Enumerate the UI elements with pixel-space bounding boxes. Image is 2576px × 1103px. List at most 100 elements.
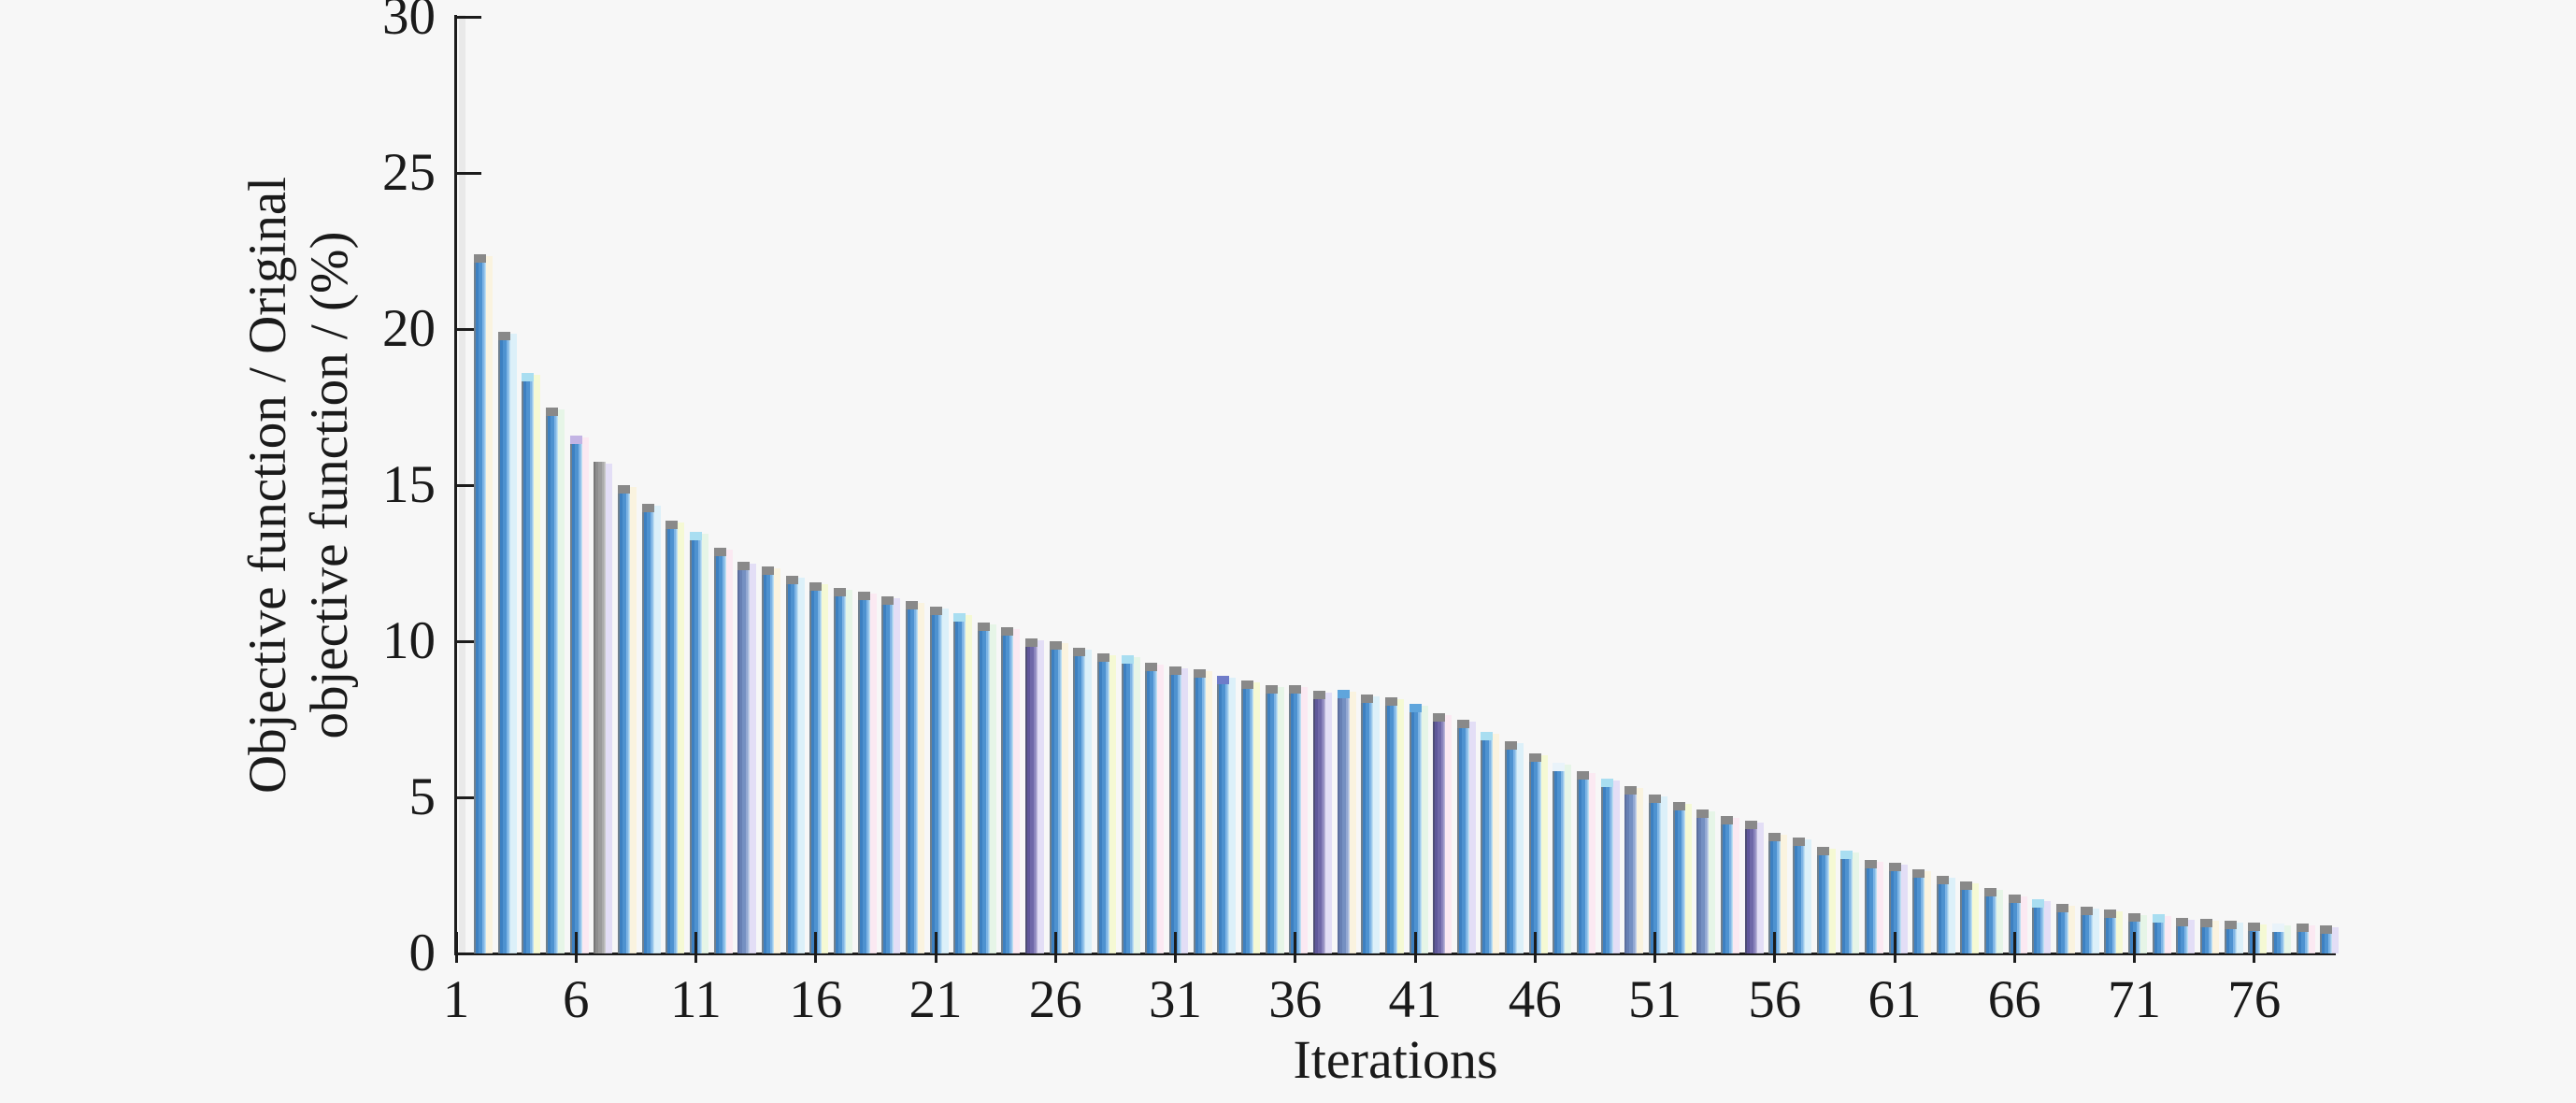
bar-halo	[1133, 657, 1140, 953]
bar	[1097, 653, 1110, 953]
bar-halo	[1709, 811, 1716, 953]
bar-cap	[905, 600, 918, 609]
bar-cap	[569, 435, 582, 444]
y-tick-label: 0	[408, 924, 436, 982]
bar	[1193, 669, 1206, 953]
bar-cap	[2128, 912, 2140, 922]
bar-halo	[534, 374, 541, 953]
x-tick	[2253, 932, 2256, 963]
bar-cap	[2056, 903, 2069, 912]
bar-halo	[2283, 925, 2291, 953]
bar-halo	[1468, 721, 1476, 953]
bar-cap	[2008, 894, 2021, 903]
bar-cap	[2296, 924, 2309, 933]
bar-halo	[1756, 823, 1764, 953]
bar	[1001, 626, 1014, 953]
x-tick	[1773, 932, 1777, 963]
bar	[1073, 647, 1086, 953]
bar	[1936, 875, 1949, 953]
bar	[2152, 914, 2165, 953]
bar-cap	[1121, 655, 1134, 665]
bar	[1337, 689, 1350, 953]
bar-halo	[1612, 780, 1620, 953]
bar-cap	[1888, 863, 1901, 872]
bar-halo	[1421, 705, 1428, 953]
bar-halo	[1948, 877, 1955, 953]
bar-cap	[1025, 637, 1038, 647]
bar	[1121, 655, 1134, 953]
bar	[2224, 920, 2237, 953]
bar-cap	[1600, 778, 1613, 787]
bar-halo	[1828, 849, 1836, 953]
bar	[953, 612, 966, 953]
x-tick-label: 71	[2108, 970, 2161, 1029]
bar-halo	[509, 334, 517, 953]
bar-halo	[2092, 908, 2099, 953]
bar-cap	[881, 595, 894, 605]
bar-cap	[2248, 922, 2261, 931]
x-tick	[574, 932, 578, 963]
bar-cap	[2104, 910, 2117, 919]
bar-halo	[989, 623, 996, 953]
bar-cap	[1984, 887, 1997, 896]
bar-cap	[1240, 680, 1253, 689]
bar-cap	[1049, 641, 1062, 650]
bar-cap	[857, 591, 870, 600]
x-tick	[1533, 932, 1537, 963]
bar	[1481, 731, 1494, 953]
bar	[497, 332, 510, 953]
x-tick-label: 26	[1028, 970, 1082, 1029]
bar-cap	[1361, 694, 1374, 703]
bar-halo	[1013, 628, 1021, 953]
bar	[881, 595, 894, 953]
bar-cap	[2032, 898, 2045, 908]
y-tick	[457, 15, 481, 19]
bar-halo	[845, 590, 852, 953]
bar-cap	[1073, 647, 1086, 656]
bar-halo	[1157, 665, 1165, 953]
bar	[1265, 684, 1278, 953]
bar	[1768, 833, 1782, 953]
bar	[929, 607, 942, 953]
bar	[618, 485, 631, 953]
bar-cap	[1744, 821, 1757, 830]
bar-halo	[1853, 852, 1860, 953]
x-tick-label: 46	[1508, 970, 1562, 1029]
bar-halo	[2020, 895, 2027, 953]
y-tick	[457, 639, 481, 643]
bar-cap	[1312, 691, 1325, 700]
bar-halo	[2332, 926, 2340, 953]
bar-halo	[1324, 693, 1332, 953]
y-tick-label: 15	[382, 455, 436, 514]
x-tick-label: 36	[1268, 970, 1323, 1029]
x-tick-label: 66	[1987, 970, 2041, 1029]
y-axis-title-line1: Objective function / Original	[238, 176, 297, 795]
bar	[1864, 859, 1877, 953]
bar-cap	[1768, 833, 1782, 842]
bar-halo	[1085, 649, 1093, 953]
bar-cap	[1217, 675, 1230, 684]
bar-halo	[1589, 772, 1596, 953]
bar-cap	[1481, 731, 1494, 740]
bar-halo	[2164, 916, 2171, 953]
bar	[905, 600, 918, 953]
bar	[1289, 684, 1302, 953]
bar	[857, 591, 870, 953]
bar	[977, 622, 990, 953]
x-tick-label: 11	[670, 970, 722, 1029]
bar-halo	[1684, 804, 1692, 953]
bar	[1840, 850, 1853, 953]
x-tick	[2133, 932, 2136, 963]
bar-cap	[1528, 753, 1541, 763]
bar-cap	[1936, 875, 1949, 884]
bar	[641, 504, 654, 953]
bar-halo	[894, 597, 901, 953]
bar-cap	[1720, 816, 1733, 825]
bar-cap	[2320, 924, 2333, 934]
bar-halo	[1301, 686, 1309, 953]
bar-halo	[1876, 861, 1883, 953]
bar	[1505, 740, 1518, 953]
bar	[1025, 637, 1038, 953]
bar-cap	[1001, 626, 1014, 636]
